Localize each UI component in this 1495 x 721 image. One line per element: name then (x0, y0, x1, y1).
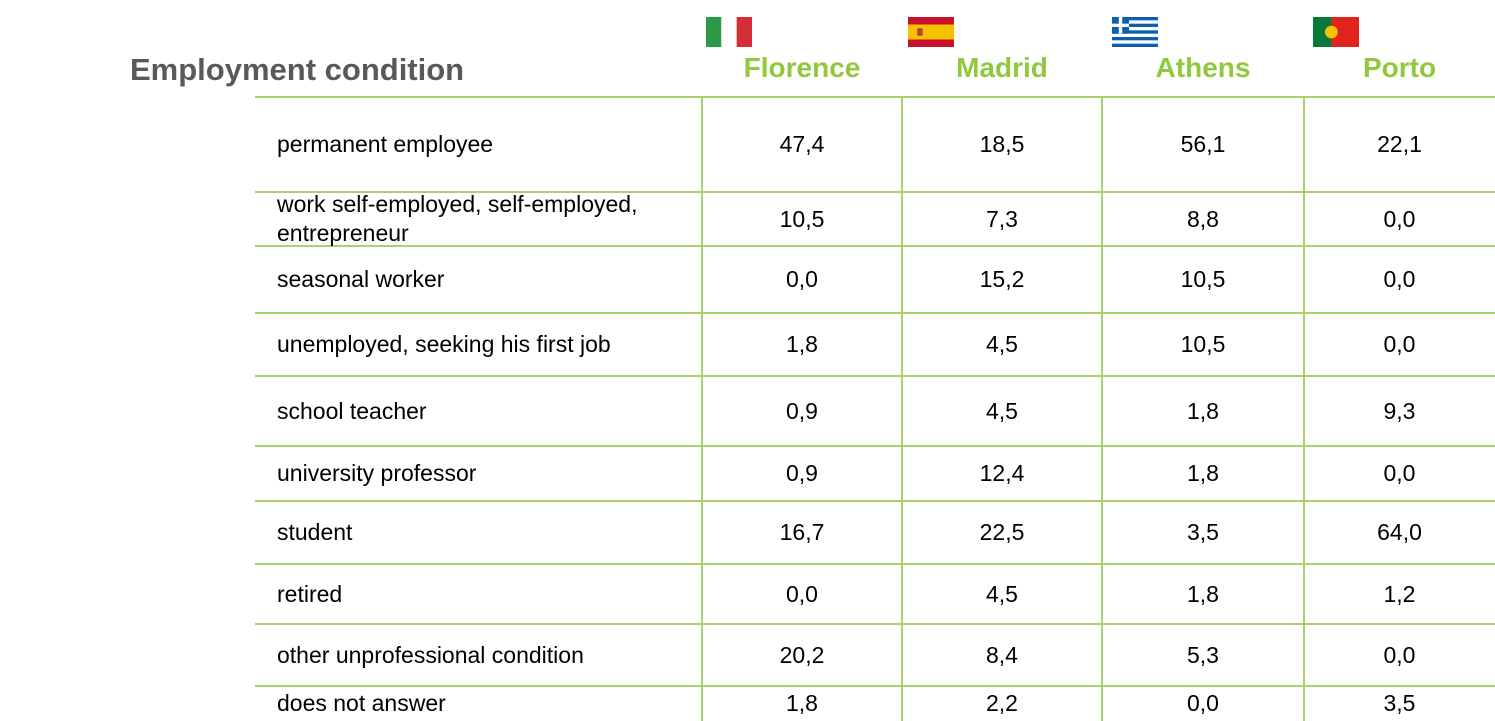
cell-value: 3,5 (1383, 690, 1416, 717)
cell-value: 0,0 (1187, 690, 1219, 717)
cell-value: 10,5 (1180, 331, 1226, 358)
cell-value: 0,0 (1383, 205, 1416, 232)
row-label: does not answer (277, 690, 446, 717)
cell-value: 18,5 (979, 131, 1025, 158)
row-label: work self-employed, self-employed, entre… (277, 191, 638, 246)
row-border (255, 191, 1495, 193)
cell-value: 8,8 (1187, 205, 1219, 232)
row-border (255, 685, 1495, 687)
cell-value: 4,5 (986, 331, 1018, 358)
cell-value: 0,0 (786, 580, 818, 607)
cell-value: 0,0 (1383, 641, 1416, 668)
cell-value: 0,9 (786, 397, 818, 424)
cell-value: 20,2 (779, 641, 825, 668)
cell-value: 0,0 (1383, 266, 1416, 293)
row-border (255, 245, 1495, 247)
row-border (255, 623, 1495, 625)
column-border (1303, 97, 1305, 721)
row-label: other unprofessional condition (277, 641, 584, 668)
column-border (901, 97, 903, 721)
cell-value: 1,2 (1383, 580, 1416, 607)
cell-value: 8,4 (986, 641, 1018, 668)
cell-value: 1,8 (786, 690, 818, 717)
cell-value: 22,5 (979, 519, 1025, 546)
flag-spain (908, 17, 954, 47)
cell-value: 2,2 (986, 690, 1018, 717)
column-header: Florence (743, 52, 861, 83)
cell-value: 4,5 (986, 397, 1018, 424)
cell-value: 1,8 (1187, 460, 1219, 487)
row-border (255, 445, 1495, 447)
row-border (255, 500, 1495, 502)
cell-value: 16,7 (779, 519, 825, 546)
column-border (1101, 97, 1103, 721)
row-label: student (277, 519, 353, 546)
row-label: seasonal worker (277, 266, 445, 293)
cell-value: 47,4 (779, 131, 825, 158)
cell-value: 0,0 (786, 266, 818, 293)
cell-value: 22,1 (1377, 131, 1422, 158)
cell-value: 56,1 (1180, 131, 1226, 158)
flag-italy (706, 17, 752, 47)
cell-value: 1,8 (1187, 397, 1219, 424)
row-label: university professor (277, 460, 477, 487)
column-header: Madrid (956, 52, 1048, 83)
cell-value: 1,8 (786, 331, 818, 358)
cell-value: 10,5 (779, 205, 825, 232)
cell-value: 10,5 (1180, 266, 1226, 293)
cell-value: 3,5 (1187, 519, 1219, 546)
row-border (255, 96, 1495, 98)
table-title: Employment condition (130, 52, 465, 87)
flag-greece (1112, 17, 1158, 47)
row-label: retired (277, 580, 343, 607)
cell-value: 15,2 (979, 266, 1025, 293)
column-header: Athens (1155, 52, 1251, 83)
cell-value: 64,0 (1377, 519, 1422, 546)
row-border (255, 312, 1495, 314)
row-label: permanent employee (277, 131, 494, 158)
row-label: unemployed, seeking his first job (277, 331, 611, 358)
cell-value: 5,3 (1187, 641, 1219, 668)
cell-value: 0,0 (1383, 460, 1416, 487)
cell-value: 12,4 (979, 460, 1025, 487)
cell-value: 4,5 (986, 580, 1018, 607)
cell-value: 1,8 (1187, 580, 1219, 607)
cell-value: 0,9 (786, 460, 818, 487)
cell-value: 0,0 (1383, 331, 1416, 358)
column-border (701, 97, 703, 721)
row-border (255, 563, 1495, 565)
column-header: Porto (1362, 52, 1437, 83)
cell-value: 9,3 (1383, 397, 1416, 424)
flag-portugal (1313, 17, 1359, 47)
row-label: school teacher (277, 397, 427, 424)
row-border (255, 375, 1495, 377)
cell-value: 7,3 (986, 205, 1018, 232)
